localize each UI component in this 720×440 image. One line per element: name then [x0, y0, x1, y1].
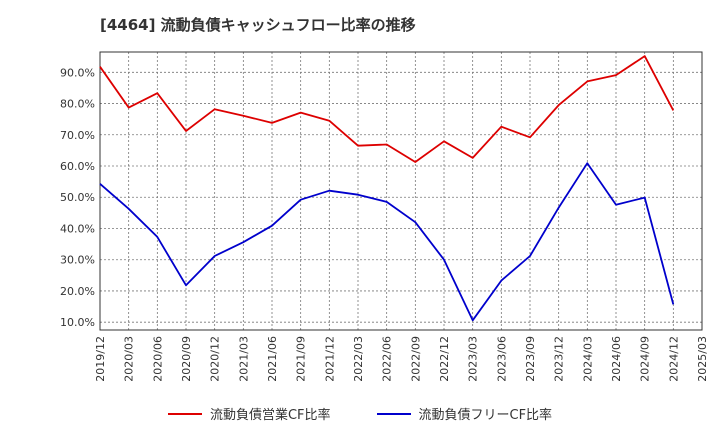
- axes: [99, 51, 703, 331]
- x-tick-label: 2021/06: [266, 336, 279, 382]
- x-tick-label: 2023/09: [524, 336, 537, 382]
- x-tick-label: 2020/03: [123, 336, 136, 382]
- x-tick-label: 2024/06: [610, 336, 623, 382]
- x-tick-label: 2019/12: [94, 336, 107, 382]
- chart-title: [4464] 流動負債キャッシュフロー比率の推移: [100, 16, 416, 34]
- tick-labels: 10.0% 20.0% 30.0% 40.0% 50.0% 60.0% 70.0% 80.0%…: [60, 66, 709, 381]
- x-tick-label: 2021/12: [323, 336, 336, 382]
- x-tick-label: 2022/03: [352, 336, 365, 382]
- series-line-operating-cf: [99, 55, 675, 163]
- y-tick-label: 90.0%: [60, 66, 95, 79]
- x-tick-label: 2024/09: [639, 336, 652, 382]
- x-tick-label: 2023/03: [467, 336, 480, 382]
- legend-item-free-cf: 流動負債フリーCF比率: [376, 404, 553, 423]
- legend: 流動負債営業CF比率 流動負債フリーCF比率: [0, 404, 720, 423]
- y-tick-label: 60.0%: [60, 160, 95, 173]
- x-tick-label: 2025/03: [696, 336, 709, 382]
- x-tick-label: 2024/12: [667, 336, 680, 382]
- y-tick-label: 30.0%: [60, 254, 95, 267]
- x-tick-label: 2020/06: [151, 336, 164, 382]
- legend-swatch-free-cf: [376, 412, 411, 415]
- x-tick-label: 2020/09: [180, 336, 193, 382]
- legend-label-free-cf: 流動負債フリーCF比率: [418, 408, 553, 423]
- series-lines: [99, 55, 675, 322]
- y-tick-label: 10.0%: [60, 316, 95, 329]
- x-tick-label: 2022/09: [409, 336, 422, 382]
- grid-lines: [100, 52, 702, 330]
- series-line-free-cf: [99, 162, 675, 322]
- y-tick-label: 40.0%: [60, 222, 95, 235]
- y-tick-label: 20.0%: [60, 285, 95, 298]
- legend-label-operating-cf: 流動負債営業CF比率: [209, 408, 331, 423]
- y-tick-label: 50.0%: [60, 191, 95, 204]
- x-tick-label: 2021/09: [295, 336, 308, 382]
- legend-swatch-operating-cf: [167, 412, 202, 415]
- x-tick-label: 2021/03: [237, 336, 250, 382]
- y-tick-label: 80.0%: [60, 98, 95, 111]
- legend-item-operating-cf: 流動負債営業CF比率: [167, 404, 331, 423]
- x-tick-label: 2020/12: [209, 336, 222, 382]
- x-tick-label: 2024/03: [581, 336, 594, 382]
- x-tick-label: 2023/06: [495, 336, 508, 382]
- x-tick-label: 2022/06: [381, 336, 394, 382]
- x-tick-label: 2022/12: [438, 336, 451, 382]
- x-tick-label: 2023/12: [553, 336, 566, 382]
- y-tick-label: 70.0%: [60, 129, 95, 142]
- plot-frame: [99, 51, 703, 331]
